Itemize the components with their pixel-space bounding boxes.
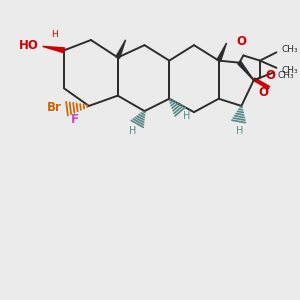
Polygon shape <box>116 40 126 58</box>
Text: H: H <box>236 127 243 136</box>
Text: O: O <box>265 69 275 82</box>
Text: F: F <box>71 113 79 126</box>
Text: H: H <box>129 126 136 136</box>
Polygon shape <box>238 61 254 80</box>
Text: H: H <box>183 111 190 122</box>
Text: H: H <box>51 29 58 38</box>
Text: O: O <box>236 34 247 48</box>
Text: Br: Br <box>46 101 62 114</box>
Text: CH₃: CH₃ <box>281 66 298 75</box>
Polygon shape <box>43 46 64 53</box>
Text: HO: HO <box>19 39 39 52</box>
Text: CH₃: CH₃ <box>281 45 298 54</box>
Text: O: O <box>259 86 269 99</box>
Polygon shape <box>217 43 226 62</box>
Text: CH₃: CH₃ <box>277 71 294 80</box>
